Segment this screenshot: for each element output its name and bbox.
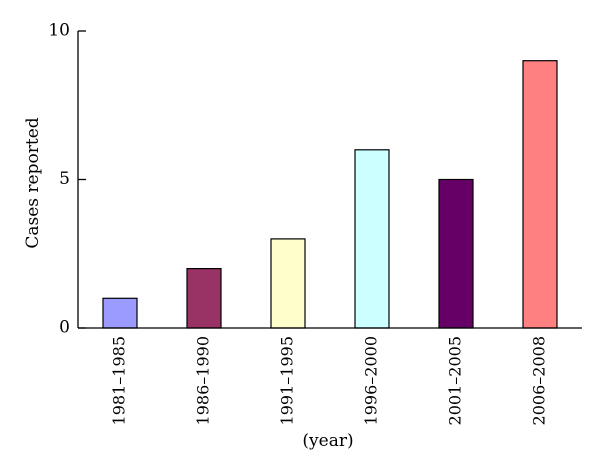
x-tick-label: 2001–2005: [446, 336, 465, 425]
bar-2: [186, 268, 222, 329]
bar-1: [102, 297, 138, 329]
x-tick-label: 1996–2000: [362, 336, 381, 425]
x-tick-label: 2006–2008: [530, 336, 549, 425]
y-ticks-group: 0 5 10: [48, 21, 86, 338]
y-tick-label: 0: [59, 318, 70, 338]
x-tick-label: 1991–1995: [278, 336, 297, 425]
x-axis-title: (year): [302, 431, 353, 451]
bar-3: [270, 238, 306, 329]
x-tick-label: 1986–1990: [194, 336, 213, 425]
bar-4: [354, 149, 390, 329]
bar-6: [522, 60, 558, 329]
bar-5: [438, 178, 474, 329]
x-tick-labels-group: 1981–1985 1986–1990 1991–1995 1996–2000 2001…: [110, 336, 549, 425]
y-tick-label: 10: [48, 21, 70, 41]
x-tick-label: 1981–1985: [110, 336, 129, 425]
y-tick-label: 5: [59, 169, 70, 189]
axes-group: [77, 31, 582, 329]
y-axis-title: Cases reported: [23, 117, 43, 248]
bars-group: [102, 60, 558, 329]
